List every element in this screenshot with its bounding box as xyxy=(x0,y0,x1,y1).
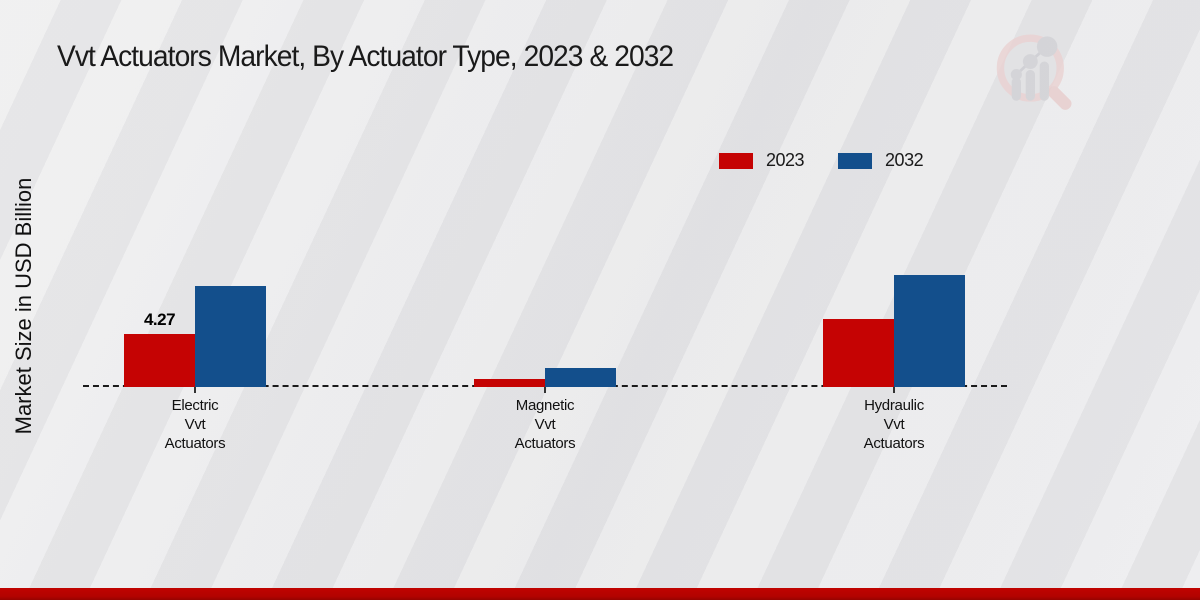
chart-title: Vvt Actuators Market, By Actuator Type, … xyxy=(57,40,674,73)
bar-2023-category-2 xyxy=(474,379,545,387)
bar-2032-category-2 xyxy=(545,368,616,387)
legend-swatch-2032-icon xyxy=(838,152,873,169)
legend-item-2032: 2032 xyxy=(838,150,924,171)
bar-2032-category-3 xyxy=(894,275,965,387)
x-axis-tick xyxy=(893,387,895,393)
bar-2023-category-1 xyxy=(124,334,195,387)
x-axis-category-label: Magnetic Vvt Actuators xyxy=(514,397,576,452)
magnifier-bar-chart-logo-icon xyxy=(993,26,1077,112)
legend-swatch-2023-icon xyxy=(719,152,753,169)
legend-label-2032: 2032 xyxy=(885,150,924,170)
legend-item-2023: 2023 xyxy=(719,150,805,171)
bar-2023-category-3 xyxy=(823,319,894,387)
legend: 2023 2032 xyxy=(719,150,924,171)
bar-2032-category-1 xyxy=(195,286,266,387)
x-axis-category-label: Electric Vvt Actuators xyxy=(164,397,226,452)
data-label-2023-category-1: 4.27 xyxy=(143,310,176,329)
x-axis-category-label: Hydraulic Vvt Actuators xyxy=(863,397,925,452)
footer-accent-bar xyxy=(0,588,1200,600)
x-axis-tick xyxy=(544,387,546,393)
legend-label-2023: 2023 xyxy=(766,150,805,170)
x-axis-tick xyxy=(194,387,196,393)
